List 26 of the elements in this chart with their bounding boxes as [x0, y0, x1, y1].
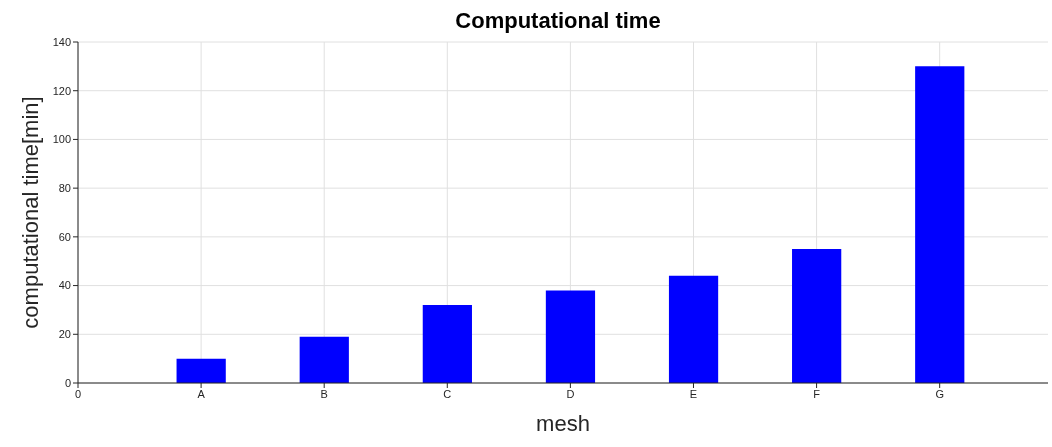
bar [299, 336, 349, 383]
y-tick-label: 140 [52, 35, 71, 48]
x-tick-label: A [197, 387, 206, 400]
y-tick-label: 20 [58, 328, 71, 341]
y-axis-title: computational time[min] [17, 96, 43, 329]
y-tick-label: 100 [52, 133, 71, 146]
chart-title: Computational time [454, 8, 662, 35]
x-tick-label: 0 [74, 387, 82, 400]
y-tick-label: 120 [52, 84, 71, 97]
bar [422, 305, 472, 383]
y-tick-label: 80 [58, 182, 71, 195]
y-tick-label: 0 [64, 376, 71, 389]
x-tick-label: F [813, 387, 821, 400]
x-tick-label: G [935, 387, 944, 400]
bar [545, 290, 596, 383]
y-tick-label: 60 [58, 230, 71, 243]
x-axis-title: mesh [536, 411, 590, 436]
bar [176, 358, 226, 383]
y-tick-label: 40 [58, 279, 71, 292]
bar [668, 275, 719, 383]
x-tick-label: E [689, 387, 698, 400]
x-tick-label: D [566, 387, 575, 400]
x-tick-label: C [443, 387, 452, 400]
bar [915, 66, 965, 383]
bar [792, 249, 842, 383]
x-tick-label: B [320, 387, 328, 400]
